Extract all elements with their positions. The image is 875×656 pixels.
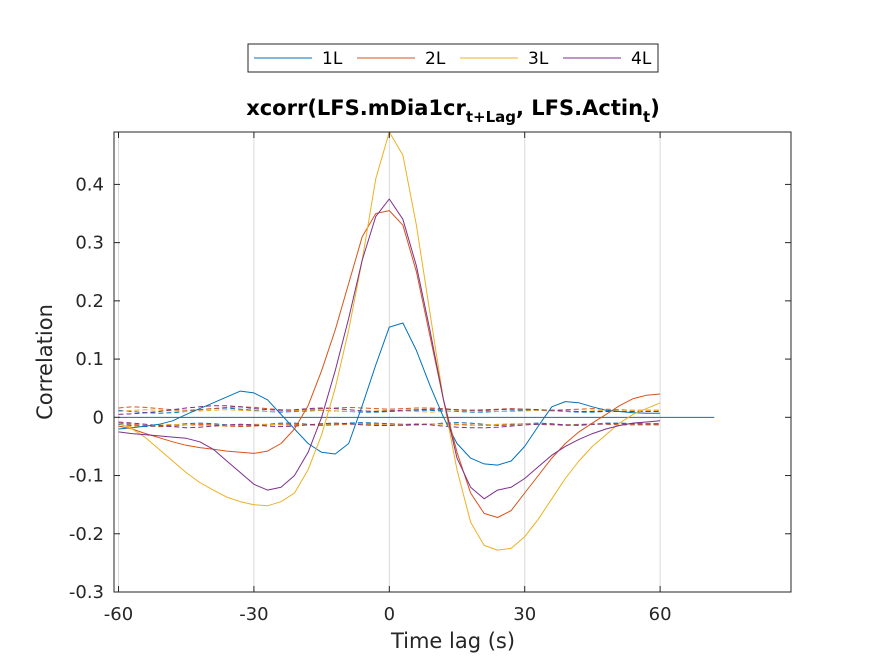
y-tick-label: 0.3 bbox=[75, 233, 104, 254]
bound-line-7 bbox=[118, 421, 661, 429]
x-ticks: -60 -30 0 30 60 bbox=[104, 132, 672, 625]
x-tick-label: -60 bbox=[104, 604, 133, 625]
y-tick-label: -0.1 bbox=[69, 466, 104, 487]
y-tick-label: -0.2 bbox=[69, 524, 104, 545]
confidence-bounds bbox=[118, 405, 661, 429]
x-tick-label: 0 bbox=[384, 604, 395, 625]
legend-entries: 1L 2L 3L 4L bbox=[254, 49, 652, 69]
series-line-2L bbox=[118, 210, 661, 518]
x-tick-label: 60 bbox=[649, 604, 672, 625]
y-tick-label: 0.1 bbox=[75, 349, 104, 370]
legend-label-1L: 1L bbox=[322, 49, 343, 69]
axes-background bbox=[114, 132, 791, 592]
y-tick-label: 0.2 bbox=[75, 291, 104, 312]
grid-lines bbox=[118, 132, 661, 592]
legend-label-4L: 4L bbox=[631, 49, 652, 69]
y-tick-label: -0.3 bbox=[69, 582, 104, 603]
y-tick-label: 0.4 bbox=[75, 174, 104, 195]
x-tick-label: -30 bbox=[239, 604, 268, 625]
x-axis-label: Time lag (s) bbox=[390, 629, 515, 653]
plot-area: -60 -30 0 30 60 -0.3 -0.2 -0.1 0 0.1 0.2 0.3 0.4 bbox=[69, 131, 792, 625]
y-ticks: -0.3 -0.2 -0.1 0 0.1 0.2 0.3 0.4 bbox=[69, 174, 791, 603]
bound-line-6 bbox=[118, 405, 661, 415]
bound-line-2 bbox=[118, 406, 661, 411]
legend-label-3L: 3L bbox=[528, 49, 549, 69]
x-tick-label: 30 bbox=[513, 604, 536, 625]
legend: 1L 2L 3L 4L bbox=[247, 43, 659, 73]
y-axis-label: Correlation bbox=[33, 304, 57, 420]
series-line-4L bbox=[118, 198, 661, 500]
chart-title: xcorr(LFS.mDia1crt+Lag, LFS.Actint) bbox=[246, 96, 660, 126]
legend-label-2L: 2L bbox=[425, 49, 446, 69]
series-line-1L bbox=[118, 322, 661, 466]
y-tick-label: 0 bbox=[93, 407, 104, 428]
axes-box bbox=[113, 131, 792, 593]
